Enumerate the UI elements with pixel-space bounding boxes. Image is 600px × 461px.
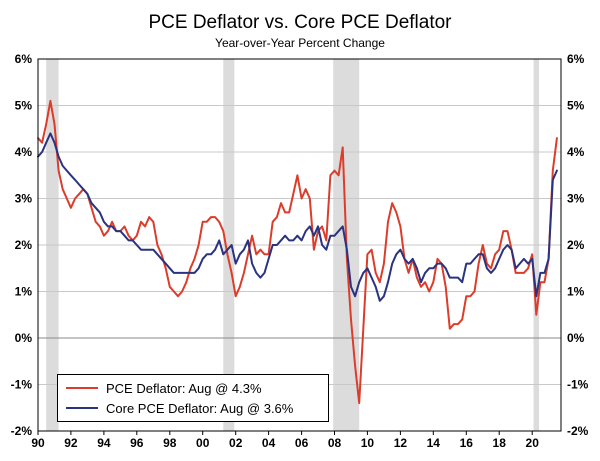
legend-item-core: Core PCE Deflator: Aug @ 3.6% — [66, 398, 320, 418]
x-tick-label: 94 — [97, 436, 111, 450]
x-tick-label: 10 — [361, 436, 375, 450]
legend-label-pce: PCE Deflator: Aug @ 4.3% — [106, 380, 262, 396]
y-tick-label-left: 3% — [15, 192, 33, 206]
core-pce-line-swatch — [66, 407, 98, 409]
y-tick-label-right: -2% — [567, 424, 589, 438]
x-tick-label: 96 — [130, 436, 144, 450]
legend: PCE Deflator: Aug @ 4.3% Core PCE Deflat… — [57, 374, 329, 422]
legend-item-pce: PCE Deflator: Aug @ 4.3% — [66, 378, 320, 398]
x-tick-label: 98 — [163, 436, 177, 450]
legend-label-core: Core PCE Deflator: Aug @ 3.6% — [106, 400, 294, 416]
x-tick-label: 92 — [64, 436, 78, 450]
y-tick-label-left: 1% — [15, 285, 33, 299]
y-tick-label-left: -1% — [11, 378, 33, 392]
core-pce-deflator-line — [37, 132, 558, 302]
y-tick-label-right: 4% — [567, 145, 585, 159]
y-tick-label-right: 1% — [567, 285, 585, 299]
y-tick-label-right: 2% — [567, 238, 585, 252]
y-tick-label-left: -2% — [11, 424, 33, 438]
y-tick-label-right: -1% — [567, 378, 589, 392]
x-tick-label: 14 — [427, 436, 441, 450]
y-tick-label-right: 0% — [567, 331, 585, 345]
x-tick-label: 04 — [262, 436, 276, 450]
x-tick-label: 06 — [295, 436, 309, 450]
x-tick-label: 00 — [196, 436, 210, 450]
chart-title: PCE Deflator vs. Core PCE Deflator — [148, 12, 452, 33]
chart-subtitle: Year-over-Year Percent Change — [215, 36, 385, 50]
y-tick-label-right: 6% — [567, 52, 585, 66]
y-tick-label-right: 3% — [567, 192, 585, 206]
x-tick-label: 20 — [526, 436, 540, 450]
y-tick-label-left: 2% — [15, 238, 33, 252]
x-tick-label: 12 — [394, 436, 408, 450]
pce-line-swatch — [66, 387, 98, 389]
chart-canvas: -2% -2% -1% -1% 0% 0% 1% 1% 2% 2% 3% 3% 4% 4% 5% 5% 6% 6%… — [11, 52, 589, 450]
y-tick-label-left: 6% — [15, 52, 33, 66]
plot-frame — [37, 58, 562, 432]
y-tick-label-left: 4% — [15, 145, 33, 159]
pce-deflator-line — [37, 99, 558, 405]
x-tick-label: 02 — [229, 436, 243, 450]
y-tick-label-left: 0% — [15, 331, 33, 345]
x-tick-label: 90 — [31, 436, 45, 450]
y-tick-label-left: 5% — [15, 99, 33, 113]
x-tick-label: 16 — [460, 436, 474, 450]
y-tick-label-right: 5% — [567, 99, 585, 113]
x-tick-label: 08 — [328, 436, 342, 450]
x-tick-label: 18 — [493, 436, 507, 450]
